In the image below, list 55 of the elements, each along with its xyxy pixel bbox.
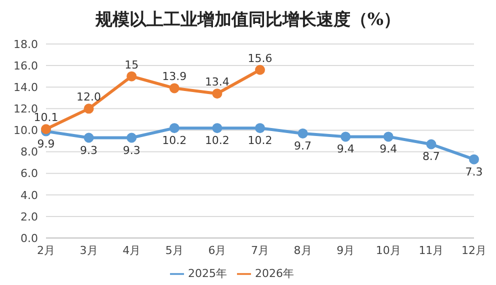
data-label: 13.4 — [204, 76, 230, 89]
point — [340, 132, 351, 142]
y-tick-label: 14.0 — [14, 81, 38, 94]
point — [255, 64, 265, 75]
point — [255, 123, 265, 134]
x-tick-label: 5月 — [165, 244, 184, 257]
data-label: 9.3 — [80, 144, 98, 157]
data-label: 9.9 — [37, 137, 55, 150]
y-tick-label: 8.0 — [20, 146, 38, 159]
x-tick-label: 10月 — [376, 244, 401, 257]
data-label: 10.2 — [162, 134, 187, 148]
data-label: 12.0 — [76, 90, 102, 104]
y-tick-label: 18.0 — [14, 38, 38, 51]
x-tick-label: 9月 — [336, 244, 355, 257]
x-tick-label: 7月 — [251, 244, 269, 257]
point — [469, 154, 479, 164]
legend-label: 2026年 — [255, 267, 294, 280]
point — [426, 139, 436, 150]
data-label: 10.1 — [34, 111, 58, 124]
point — [383, 132, 394, 142]
data-label: 15 — [124, 58, 139, 72]
data-label: 9.3 — [122, 144, 140, 157]
x-tick-label: 12月 — [462, 244, 486, 257]
data-label: 13.9 — [162, 70, 187, 84]
data-label: 8.7 — [422, 150, 440, 164]
point — [169, 83, 180, 94]
x-tick-label: 2月 — [37, 244, 55, 257]
x-tick-label: 6月 — [208, 244, 226, 257]
point — [126, 71, 137, 82]
point — [169, 123, 180, 134]
point — [298, 128, 308, 138]
x-tick-label: 4月 — [122, 244, 141, 257]
point — [126, 132, 137, 143]
point — [84, 104, 94, 114]
y-tick-label: 0.0 — [20, 232, 38, 245]
x-tick-label: 8月 — [294, 244, 312, 257]
data-label: 10.2 — [248, 134, 272, 148]
data-label: 9.7 — [294, 139, 312, 152]
y-tick-label: 2.0 — [20, 210, 38, 224]
data-label: 7.3 — [465, 165, 483, 178]
y-tick-label: 4.0 — [20, 188, 38, 202]
point — [212, 88, 222, 99]
x-tick-label: 3月 — [80, 244, 98, 257]
y-tick-label: 10.0 — [14, 124, 38, 138]
point — [84, 132, 94, 143]
y-tick-label: 16.0 — [14, 59, 38, 72]
legend-label: 2025年 — [188, 267, 227, 280]
data-label: 15.6 — [248, 52, 272, 65]
chart-title: 规模以上工业增加值同比增长速度（%） — [94, 9, 402, 31]
data-label: 9.4 — [336, 142, 354, 156]
y-tick-label: 6.0 — [20, 167, 38, 180]
data-label: 10.2 — [204, 134, 230, 148]
data-label: 9.4 — [380, 142, 398, 156]
x-tick-label: 11月 — [418, 244, 444, 257]
point — [212, 123, 222, 134]
